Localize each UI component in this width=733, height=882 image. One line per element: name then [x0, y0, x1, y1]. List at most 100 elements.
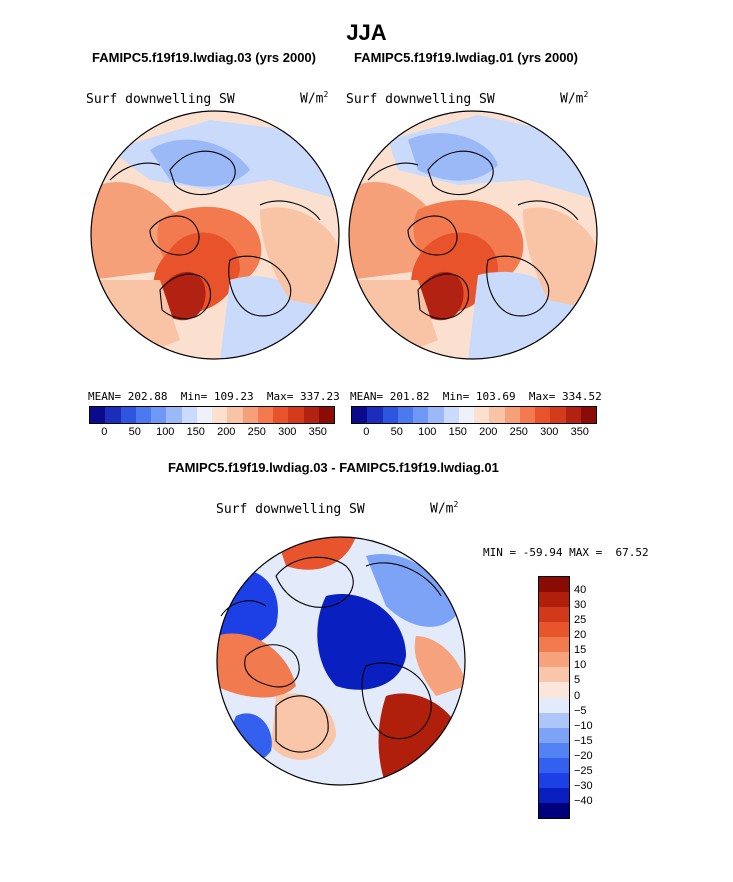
colorbar-tick-label: 100 [418, 426, 437, 438]
diff-max-label: MAX = [569, 546, 603, 559]
bering-low-band [408, 133, 498, 181]
colorbar-level-label: 5 [574, 674, 581, 687]
colorbar-swatch [539, 712, 569, 728]
panel2-colorbar-ticks: 0 50 100 150 200 250 300 350 [351, 426, 595, 440]
colorbar-swatch [382, 407, 398, 423]
panel1-min: 109.23 [213, 390, 254, 403]
colorbar-tick-label: 300 [278, 426, 297, 438]
diff-max: 67.52 [615, 546, 649, 559]
colorbar-tick-label: 300 [540, 426, 559, 438]
diff-map [216, 536, 466, 786]
colorbar-swatch [539, 742, 569, 758]
colorbar-tick-label: 200 [479, 426, 498, 438]
colorbar-swatch [428, 407, 444, 423]
colorbar-swatch [397, 407, 413, 423]
colorbar-swatch [105, 407, 121, 423]
colorbar-swatch [135, 407, 151, 423]
colorbar-swatch [120, 407, 136, 423]
colorbar-swatch [519, 407, 535, 423]
colorbar-swatch [151, 407, 167, 423]
colorbar-swatch [539, 727, 569, 743]
panel1-colorbar [89, 406, 335, 424]
colorbar-swatch [413, 407, 429, 423]
panel1-max: 337.23 [300, 390, 340, 403]
colorbar-swatch [443, 407, 459, 423]
colorbar-tick-label: 50 [390, 426, 403, 438]
bering-low-band [150, 139, 250, 187]
case-title-left: FAMIPC5.f19f19.lwdiag.03 (yrs 2000) [92, 50, 316, 65]
colorbar-swatch [539, 592, 569, 608]
panel1-min-label: Min= [180, 390, 208, 403]
panel2-max-label: Max= [528, 390, 556, 403]
colorbar-swatch [273, 407, 289, 423]
colorbar-swatch [458, 407, 474, 423]
colorbar-swatch [257, 407, 273, 423]
colorbar-tick-label: 100 [156, 426, 175, 438]
panel1-max-label: Max= [266, 390, 294, 403]
panel1-variable-title: Surf downwelling SW [86, 92, 235, 107]
colorbar-swatch [303, 407, 319, 423]
colorbar-swatch [288, 407, 304, 423]
diff-title: FAMIPC5.f19f19.lwdiag.03 - FAMIPC5.f19f1… [168, 460, 499, 475]
colorbar-swatch [196, 407, 212, 423]
siberia-band [91, 181, 180, 280]
diff-minmax: MIN = -59.94 MAX = 67.52 [483, 546, 649, 559]
panel2-map [348, 110, 598, 360]
colorbar-swatch [489, 407, 505, 423]
colorbar-swatch [166, 407, 182, 423]
colorbar-swatch [90, 407, 106, 423]
colorbar-swatch [539, 697, 569, 713]
greenland-band [160, 271, 206, 321]
diff-map-border [216, 536, 466, 786]
colorbar-level-label: 15 [574, 644, 587, 657]
panel2-min: 103.69 [475, 390, 516, 403]
colorbar-level-label: −15 [574, 734, 593, 747]
colorbar-swatch [565, 407, 581, 423]
panel2-stats: MEAN= 201.82 Min= 103.69 Max= 334.52 [350, 390, 602, 403]
eurasia-band [523, 207, 597, 310]
colorbar-swatch [539, 682, 569, 698]
panel2-units: W/m2 [560, 90, 589, 107]
colorbar-swatch [504, 407, 520, 423]
colorbar-tick-label: 150 [186, 426, 205, 438]
panel1-units: W/m2 [300, 90, 329, 107]
colorbar-swatch [474, 407, 490, 423]
colorbar-swatch [352, 407, 368, 423]
diff-min-label: MIN = [483, 546, 517, 559]
colorbar-tick-label: 350 [308, 426, 327, 438]
greenland-band [418, 271, 464, 321]
greenland-mixed-band [271, 693, 336, 760]
colorbar-swatch [535, 407, 551, 423]
coastlines [367, 150, 579, 320]
panel2-min-label: Min= [442, 390, 470, 403]
colorbar-tick-label: 150 [448, 426, 467, 438]
siberia-band [349, 181, 438, 280]
colorbar-level-label: −10 [574, 719, 593, 732]
colorbar-swatch [539, 652, 569, 668]
colorbar-swatch [580, 407, 596, 423]
panel1-stats: MEAN= 202.88 Min= 109.23 Max= 337.23 [88, 390, 340, 403]
colorbar-level-label: −20 [574, 749, 593, 762]
panel2-mean: 201.82 [389, 390, 430, 403]
coastlines [220, 556, 442, 753]
bering-negative-band [366, 554, 456, 627]
colorbar-tick-label: 0 [101, 426, 108, 438]
panel2-variable-title: Surf downwelling SW [346, 92, 495, 107]
colorbar-level-label: −25 [574, 764, 593, 777]
colorbar-level-label: −40 [574, 795, 593, 808]
panel1-mean-label: MEAN= [88, 390, 122, 403]
colorbar-level-label: 30 [574, 599, 587, 612]
eurasia-band [260, 207, 339, 310]
colorbar-level-label: −30 [574, 779, 593, 792]
colorbar-swatch [181, 407, 197, 423]
colorbar-tick-label: 200 [217, 426, 236, 438]
colorbar-swatch [539, 607, 569, 623]
eurasia-positive-band [217, 633, 296, 698]
panel1-map-border [90, 110, 340, 360]
colorbar-swatch [539, 757, 569, 773]
diff-min: -59.94 [522, 546, 563, 559]
alaska-positive-band [414, 636, 465, 696]
case-title-right: FAMIPC5.f19f19.lwdiag.01 (yrs 2000) [354, 50, 578, 65]
panel2-mean-label: MEAN= [350, 390, 384, 403]
colorbar-level-label: 25 [574, 614, 587, 627]
